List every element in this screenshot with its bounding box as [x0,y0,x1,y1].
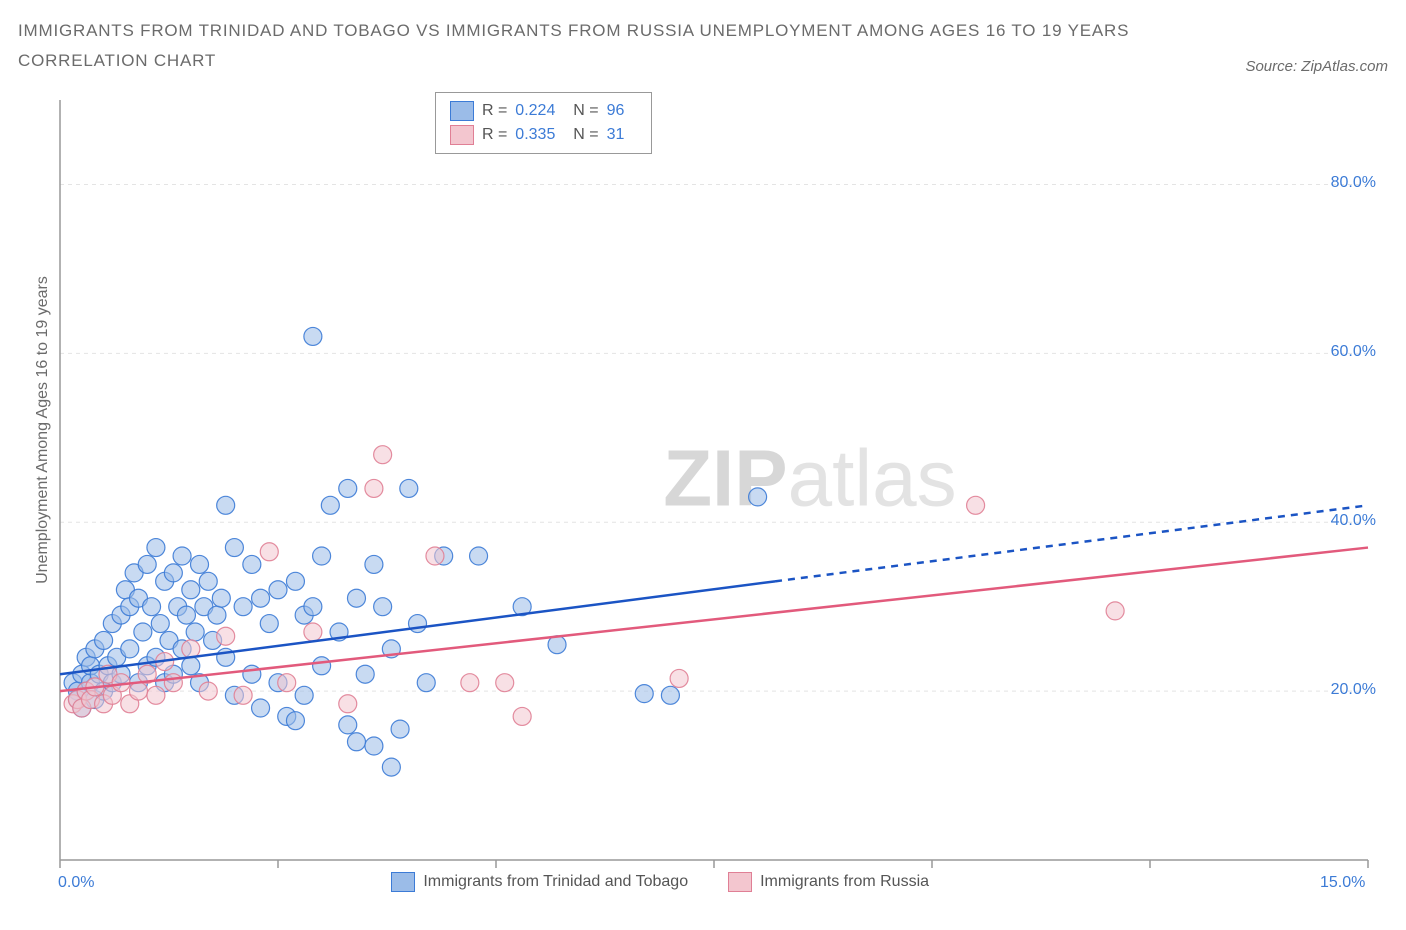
series-legend-label: Immigrants from Russia [760,873,929,891]
series-legend-item: Immigrants from Russia [728,872,929,892]
legend-swatch [450,125,474,145]
stat-r-label: R = [482,123,507,147]
x-tick-label: 0.0% [58,874,94,892]
y-tick-label: 20.0% [1306,681,1376,699]
legend-swatch [728,872,752,892]
stats-legend-row: R = 0.224 N = 96 [450,99,637,123]
stat-n-label: N = [573,123,598,147]
y-axis-title: Unemployment Among Ages 16 to 19 years [34,130,52,730]
legend-swatch [391,872,415,892]
y-tick-label: 80.0% [1306,174,1376,192]
y-tick-label: 60.0% [1306,343,1376,361]
stat-n-value: 31 [607,123,637,147]
x-tick-label: 15.0% [1320,874,1365,892]
stat-r-value: 0.335 [515,123,565,147]
stat-r-label: R = [482,99,507,123]
source-attribution: Source: ZipAtlas.com [1245,58,1388,75]
series-legend: Immigrants from Trinidad and Tobago Immig… [391,872,929,892]
stat-n-value: 96 [607,99,637,123]
stats-legend: R = 0.224 N = 96 R = 0.335 N = 31 [435,92,652,154]
stats-legend-row: R = 0.335 N = 31 [450,123,637,147]
title-line-1: IMMIGRANTS FROM TRINIDAD AND TOBAGO VS I… [18,16,1388,46]
stat-n-label: N = [573,99,598,123]
svg-text:ZIPatlas: ZIPatlas [663,433,956,522]
chart-title-block: IMMIGRANTS FROM TRINIDAD AND TOBAGO VS I… [18,16,1388,76]
title-line-2: CORRELATION CHART [18,46,1388,76]
correlation-chart: Unemployment Among Ages 16 to 19 years Z… [18,90,1388,880]
chart-svg: ZIPatlas [18,90,1388,880]
series-legend-item: Immigrants from Trinidad and Tobago [391,872,688,892]
series-legend-label: Immigrants from Trinidad and Tobago [423,873,688,891]
legend-swatch [450,101,474,121]
stat-r-value: 0.224 [515,99,565,123]
y-tick-label: 40.0% [1306,512,1376,530]
